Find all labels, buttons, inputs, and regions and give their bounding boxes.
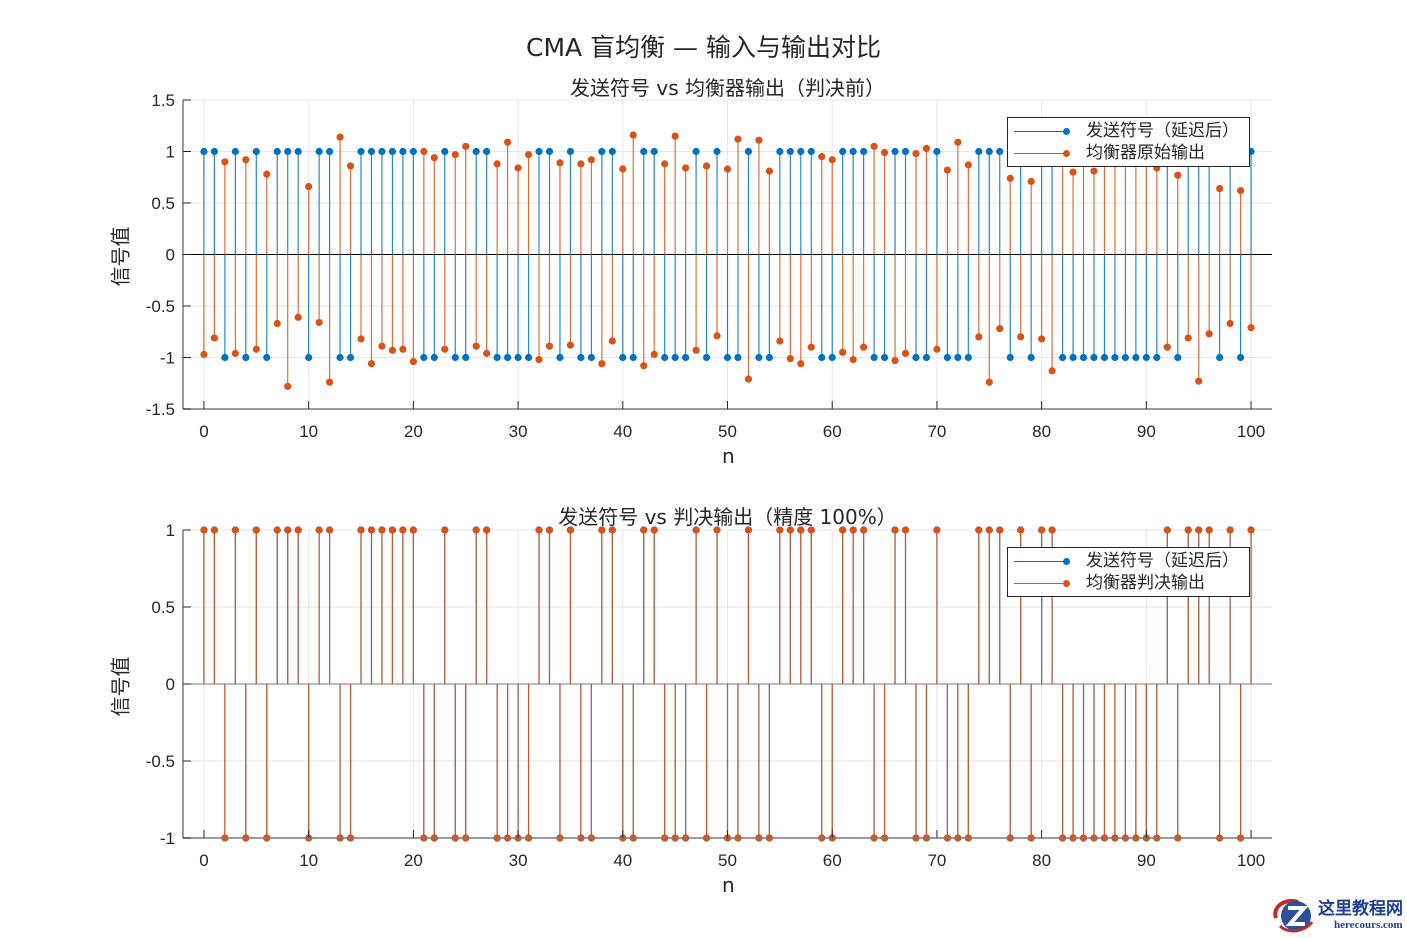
y-tick-label: -1.5 xyxy=(146,400,175,419)
y-tick-label: 1.5 xyxy=(151,91,175,110)
x-tick-label: 30 xyxy=(509,422,528,441)
bottom-plot-axes: 0 10 20 30 40 50 60 70 80 90 100 1 0.5 0 -0.5 -1 xyxy=(146,521,1272,870)
y-tick-label: 1 xyxy=(166,143,175,162)
legend-entry-sent: 发送符号（延迟后） xyxy=(1014,550,1239,572)
x-tick-label: 70 xyxy=(927,851,946,870)
x-tick-label: 50 xyxy=(718,422,737,441)
legend-entry-equalizer-raw: 均衡器原始输出 xyxy=(1014,142,1239,164)
top-plot-title: 发送符号 vs 均衡器输出（判决前） xyxy=(570,76,885,100)
x-tick-label: 10 xyxy=(299,851,318,870)
z-logo-icon xyxy=(1272,896,1314,934)
top-plot-axes: 0 10 20 30 40 50 60 70 80 90 100 1.5 1 0.5 0 -0.5 -1 -1.5 xyxy=(146,91,1272,441)
y-tick-label: 0 xyxy=(166,246,175,265)
x-tick-label: 60 xyxy=(823,851,842,870)
figure-suptitle: CMA 盲均衡 — 输入与输出对比 xyxy=(526,33,881,62)
legend-entry-sent: 发送符号（延迟后） xyxy=(1014,120,1239,142)
legend-entry-decision: 均衡器判决输出 xyxy=(1014,572,1239,594)
bottom-plot-legend: 发送符号（延迟后） 均衡器判决输出 xyxy=(1007,547,1250,597)
legend-label: 发送符号（延迟后） xyxy=(1086,551,1239,571)
x-tick-label: 70 xyxy=(927,422,946,441)
top-plot-xlabel: n xyxy=(722,444,735,468)
legend-label: 均衡器判决输出 xyxy=(1086,573,1205,593)
x-tick-label: 80 xyxy=(1032,851,1051,870)
series-1 xyxy=(200,526,1255,842)
y-tick-label: -0.5 xyxy=(146,752,175,771)
x-tick-label: 100 xyxy=(1237,851,1265,870)
x-tick-label: 20 xyxy=(404,851,423,870)
legend-label: 发送符号（延迟后） xyxy=(1086,121,1239,141)
watermark-url: herecours.com xyxy=(1334,919,1403,931)
x-tick-label: 40 xyxy=(613,851,632,870)
bottom-plot-xlabel: n xyxy=(722,873,735,897)
x-tick-label: 20 xyxy=(404,422,423,441)
x-tick-label: 50 xyxy=(718,851,737,870)
sent-series-marker-icon xyxy=(1014,555,1070,567)
series-1 xyxy=(200,131,1255,390)
watermark-title: 这里教程网 xyxy=(1318,899,1403,919)
sent-series-marker-icon xyxy=(1014,125,1070,137)
y-tick-label: 1 xyxy=(166,521,175,540)
y-tick-label: -1 xyxy=(160,349,175,368)
equalizer-series-marker-icon xyxy=(1014,147,1070,159)
x-tick-label: 40 xyxy=(613,422,632,441)
x-tick-label: 0 xyxy=(199,422,208,441)
y-tick-label: 0.5 xyxy=(151,194,175,213)
x-tick-label: 90 xyxy=(1137,422,1156,441)
bottom-plot-ylabel: 信号值 xyxy=(108,656,133,717)
y-tick-label: -0.5 xyxy=(146,297,175,316)
x-tick-label: 80 xyxy=(1032,422,1051,441)
x-tick-label: 30 xyxy=(509,851,528,870)
legend-label: 均衡器原始输出 xyxy=(1086,143,1205,163)
series-0 xyxy=(200,147,1255,362)
x-tick-label: 0 xyxy=(199,851,208,870)
top-plot-ylabel: 信号值 xyxy=(108,226,133,287)
y-tick-label: -1 xyxy=(160,829,175,848)
bottom-plot-title: 发送符号 vs 判决输出（精度 100%） xyxy=(558,505,897,529)
watermark: 这里教程网 herecours.com xyxy=(1272,896,1403,934)
y-tick-label: 0 xyxy=(166,675,175,694)
decision-series-marker-icon xyxy=(1014,577,1070,589)
x-tick-label: 10 xyxy=(299,422,318,441)
x-tick-label: 100 xyxy=(1237,422,1265,441)
x-tick-label: 60 xyxy=(823,422,842,441)
top-plot-legend: 发送符号（延迟后） 均衡器原始输出 xyxy=(1007,117,1250,167)
y-tick-label: 0.5 xyxy=(151,598,175,617)
x-tick-label: 90 xyxy=(1137,851,1156,870)
